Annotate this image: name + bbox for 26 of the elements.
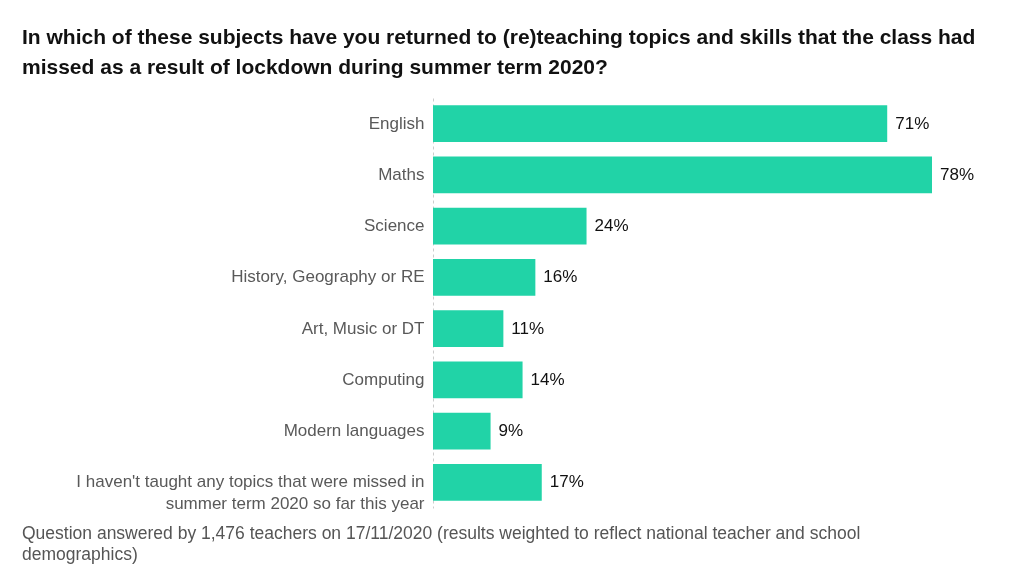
data-label: 71% — [895, 113, 930, 133]
y-tick-label: History, Geography or RE — [231, 267, 425, 287]
bar — [433, 412, 491, 450]
text: Question answered by 1,476 teachers on 17/11/2020 (results weighted to reflect national teacher and school demographics) — [22, 523, 862, 565]
bar — [433, 463, 542, 501]
bar — [433, 156, 932, 194]
y-tick-label: Art, Music or DT — [301, 318, 425, 338]
bar — [433, 258, 536, 296]
data-label: 9% — [498, 421, 524, 441]
y-tick-label: Science — [364, 216, 425, 236]
chart-title: In which of these subjects have you returned to (re)teaching topics and skills that the class had missed as a result of lockdown during summer term 2020? — [22, 24, 977, 80]
y-tick-label: Maths — [378, 164, 425, 184]
y-tick-label: I haven't taught any topics that were missed in summer term 2020 so far this year — [76, 472, 425, 514]
data-label: 24% — [594, 216, 629, 236]
bar — [433, 105, 888, 143]
y-tick-label: Computing — [342, 369, 425, 389]
data-label: 17% — [549, 472, 584, 492]
data-label: 11% — [511, 318, 545, 338]
data-label: 14% — [530, 369, 565, 389]
bar — [433, 310, 504, 348]
data-label: 16% — [543, 267, 578, 287]
bar — [433, 361, 523, 399]
bar — [433, 207, 587, 245]
y-tick-label: Modern languages — [283, 421, 425, 441]
y-tick-label: English — [368, 113, 425, 133]
data-label: 78% — [940, 164, 975, 184]
